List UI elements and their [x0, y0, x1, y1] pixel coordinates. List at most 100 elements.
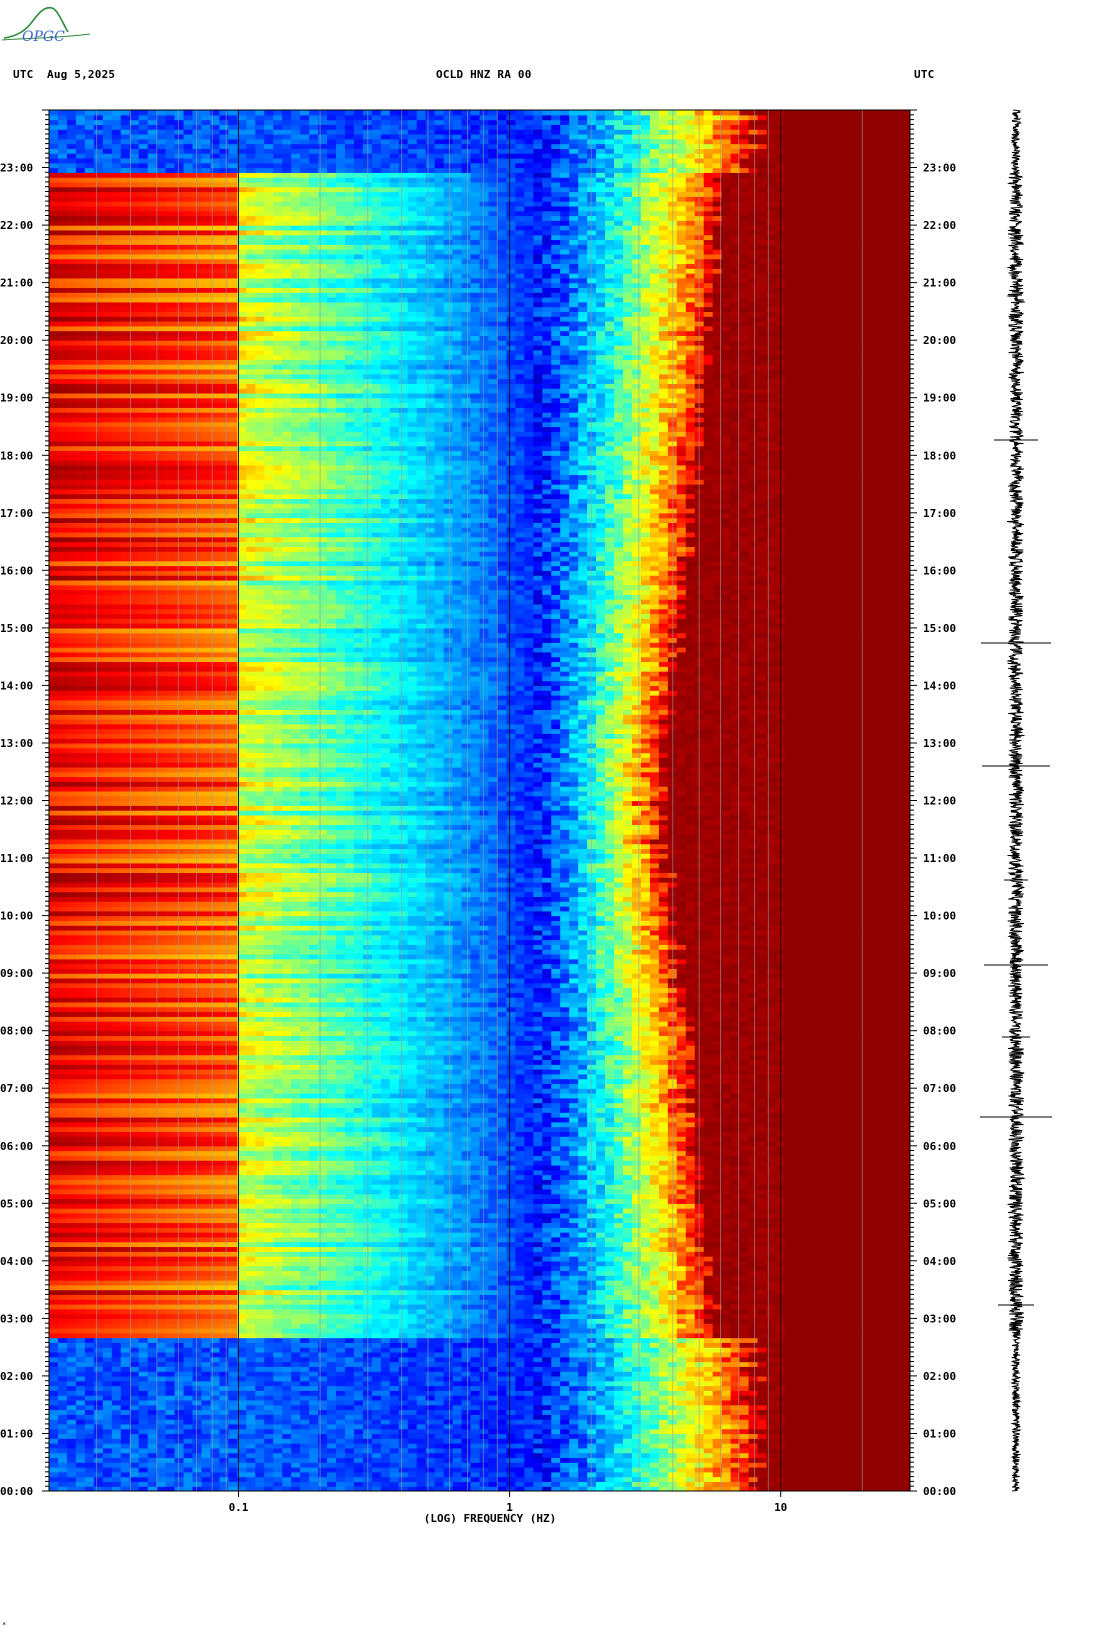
- heatmap-cell: [129, 1284, 140, 1291]
- heatmap-cell: [721, 1428, 732, 1435]
- heatmap-cell: [569, 1308, 579, 1315]
- heatmap-row: [49, 1323, 910, 1329]
- heatmap-cell: [353, 1275, 364, 1281]
- heatmap-cell: [470, 1294, 481, 1300]
- heatmap-cell: [452, 1332, 463, 1339]
- heatmap-cell: [515, 1433, 525, 1439]
- heatmap-cell: [156, 1476, 167, 1483]
- heatmap-cell: [479, 1294, 490, 1300]
- heatmap-cell: [66, 1241, 77, 1248]
- heatmap-cell: [649, 1481, 660, 1487]
- heatmap-cell: [470, 1347, 481, 1353]
- heatmap-cell: [210, 1399, 221, 1406]
- heatmap-cell: [75, 1299, 86, 1305]
- heatmap-cell: [165, 1303, 176, 1310]
- heatmap-cell: [694, 1318, 705, 1324]
- heatmap-cell: [694, 1294, 705, 1300]
- heatmap-cell: [748, 1428, 759, 1435]
- heatmap-cell: [569, 1332, 579, 1339]
- heatmap-cell: [309, 1457, 319, 1463]
- heatmap-cell: [757, 1260, 768, 1267]
- heatmap-cell: [847, 1337, 857, 1343]
- heatmap-cell: [165, 1337, 176, 1343]
- heatmap-cell: [246, 1361, 256, 1367]
- heatmap-cell: [201, 1361, 212, 1367]
- heatmap-cell: [49, 1308, 59, 1315]
- heatmap-cell: [246, 1457, 256, 1463]
- heatmap-cell: [497, 1347, 508, 1353]
- heatmap-cell: [874, 1385, 884, 1391]
- heatmap-cell: [479, 1457, 490, 1463]
- heatmap-cell: [649, 1332, 660, 1339]
- heatmap-cell: [344, 1447, 355, 1454]
- heatmap-cell: [389, 1438, 400, 1444]
- heatmap-cell: [901, 1443, 910, 1449]
- heatmap-cell: [57, 1289, 68, 1295]
- heatmap-cell: [820, 1366, 830, 1372]
- heatmap-cell: [461, 1414, 472, 1420]
- heatmap-cell: [398, 1447, 409, 1454]
- heatmap-cell: [703, 1371, 714, 1377]
- heatmap-cell: [578, 1486, 588, 1491]
- heatmap-cell: [129, 1308, 140, 1315]
- heatmap-cell: [712, 1385, 723, 1391]
- heatmap-cell: [596, 1275, 606, 1281]
- heatmap-cell: [578, 1294, 588, 1300]
- heatmap-cell: [614, 1356, 624, 1363]
- heatmap-cell: [596, 1337, 606, 1343]
- heatmap-cell: [156, 1371, 167, 1377]
- heatmap-cell: [192, 1438, 203, 1444]
- heatmap-row: [49, 1419, 910, 1425]
- heatmap-cell: [300, 1270, 310, 1276]
- heatmap-cell: [434, 1332, 445, 1339]
- heatmap-cell: [309, 1361, 319, 1367]
- heatmap-cell: [371, 1419, 382, 1425]
- heatmap-cell: [784, 1414, 795, 1420]
- heatmap-cell: [497, 1481, 508, 1487]
- heatmap-cell: [300, 1467, 310, 1473]
- heatmap-cell: [506, 1289, 516, 1295]
- heatmap-cell: [793, 1443, 803, 1449]
- heatmap-cell: [703, 1308, 714, 1315]
- heatmap-cell: [739, 1308, 750, 1315]
- heatmap-cell: [533, 1414, 543, 1420]
- heatmap-cell: [892, 1423, 902, 1430]
- heatmap-cell: [730, 1361, 741, 1367]
- heatmap-cell: [237, 1366, 247, 1372]
- heatmap-cell: [237, 1318, 247, 1324]
- heatmap-cell: [291, 1356, 301, 1363]
- heatmap-cell: [84, 1366, 95, 1372]
- heatmap-cell: [685, 1265, 696, 1272]
- heatmap-cell: [901, 1323, 910, 1329]
- heatmap-cell: [380, 1246, 391, 1252]
- heatmap-cell: [820, 1347, 830, 1353]
- heatmap-cell: [120, 1284, 131, 1291]
- heatmap-cell: [102, 1471, 113, 1478]
- heatmap-cell: [246, 1486, 256, 1491]
- heatmap-cell: [228, 1443, 238, 1449]
- heatmap-cell: [443, 1447, 454, 1454]
- heatmap-cell: [389, 1486, 400, 1491]
- spectrogram-heatmap: [49, 110, 910, 1491]
- heatmap-cell: [892, 1351, 902, 1358]
- heatmap-cell: [631, 1395, 642, 1401]
- heatmap-cell: [892, 1443, 902, 1449]
- heatmap-cell: [210, 1457, 221, 1463]
- heatmap-cell: [820, 1270, 830, 1276]
- heatmap-cell: [353, 1467, 364, 1473]
- heatmap-cell: [578, 1443, 588, 1449]
- heatmap-cell: [371, 1438, 382, 1444]
- heatmap-cell: [802, 1409, 812, 1415]
- heatmap-cell: [838, 1347, 848, 1353]
- heatmap-cell: [551, 1294, 561, 1300]
- heatmap-cell: [49, 1423, 59, 1430]
- heatmap-cell: [631, 1256, 642, 1262]
- heatmap-cell: [506, 1457, 516, 1463]
- heatmap-cell: [847, 1251, 857, 1257]
- heatmap-cell: [336, 1385, 346, 1391]
- heatmap-cell: [847, 1409, 857, 1415]
- heatmap-cell: [829, 1366, 839, 1372]
- heatmap-cell: [49, 1467, 59, 1473]
- heatmap-cell: [748, 1371, 759, 1377]
- heatmap-cell: [587, 1275, 597, 1281]
